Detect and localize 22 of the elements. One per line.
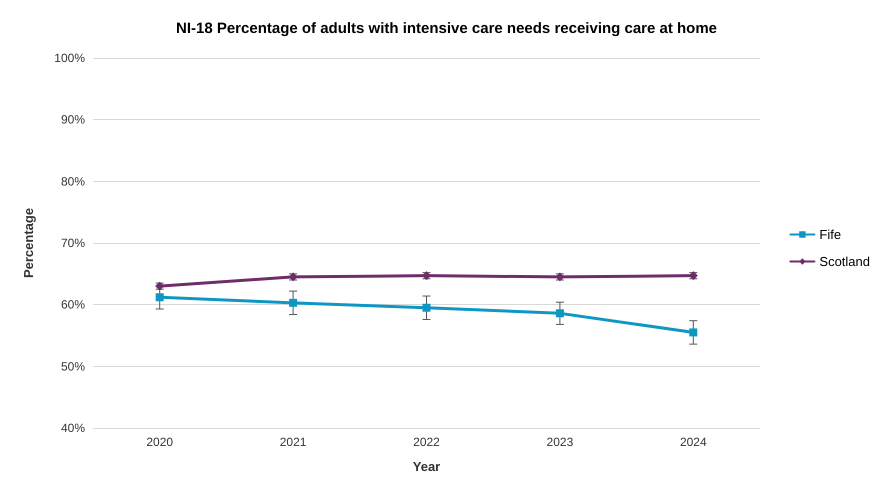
- x-tick-label: 2024: [680, 435, 707, 449]
- y-tick-label: 70%: [60, 236, 86, 250]
- y-tick-label: 90%: [60, 112, 86, 127]
- point: [289, 298, 298, 307]
- legend-label: Scotland: [819, 254, 870, 269]
- x-tick-label: 2023: [546, 435, 574, 449]
- y-tick-label: 60%: [60, 298, 86, 312]
- point: [689, 328, 698, 336]
- legend-label: Fife: [819, 227, 842, 242]
- point: [156, 293, 164, 302]
- point: [556, 309, 564, 318]
- y-tick-label: 50%: [60, 359, 86, 374]
- point: [422, 304, 430, 312]
- y-tick-label: 100%: [54, 51, 86, 65]
- x-axis-title: Year: [412, 459, 440, 474]
- x-tick-label: 2022: [413, 435, 440, 449]
- chart-title: NI-18 Percentage of adults with intensive care needs receiving care at home: [176, 20, 718, 37]
- y-axis-title: Percentage: [21, 208, 36, 278]
- x-tick-label: 2021: [280, 435, 307, 449]
- x-tick-label: 2020: [146, 435, 174, 449]
- y-tick-label: 80%: [60, 174, 86, 188]
- y-tick-label: 40%: [60, 421, 86, 435]
